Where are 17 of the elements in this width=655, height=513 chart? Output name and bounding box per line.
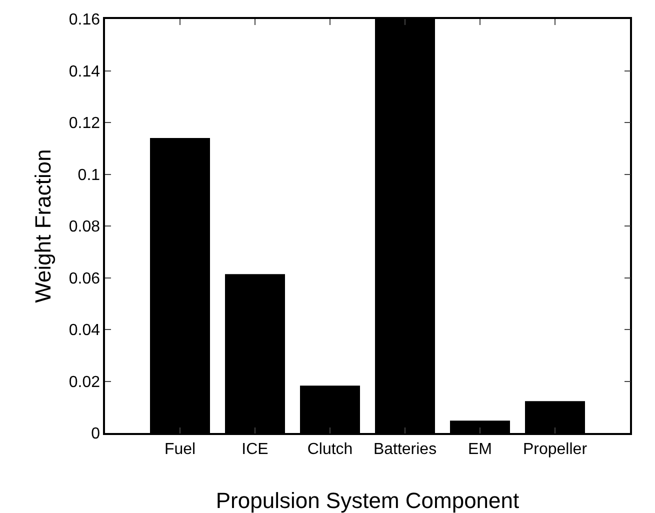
y-tick-label: 0.08 [68,218,100,236]
y-tick-label: 0.04 [68,322,100,340]
x-tick-label: Fuel [164,440,196,458]
x-tick-label: Batteries [373,440,437,458]
y-tick-label: 0 [91,426,100,443]
x-tick-label: EM [468,440,492,458]
y-tick-label: 0.14 [68,63,100,80]
y-tick-label: 0.16 [68,12,100,29]
y-axis-title: Weight Fraction [30,149,56,303]
x-tick-label: ICE [242,440,268,458]
y-tick-label: 0.06 [68,270,100,288]
y-tick-label: 0.1 [78,166,100,184]
x-tick-label: Propeller [522,440,588,458]
x-tick-label: Clutch [307,440,353,458]
x-axis-title: Propulsion System Component [216,488,520,513]
y-tick-label: 0.12 [68,115,100,132]
y-tick-label: 0.02 [68,374,100,391]
